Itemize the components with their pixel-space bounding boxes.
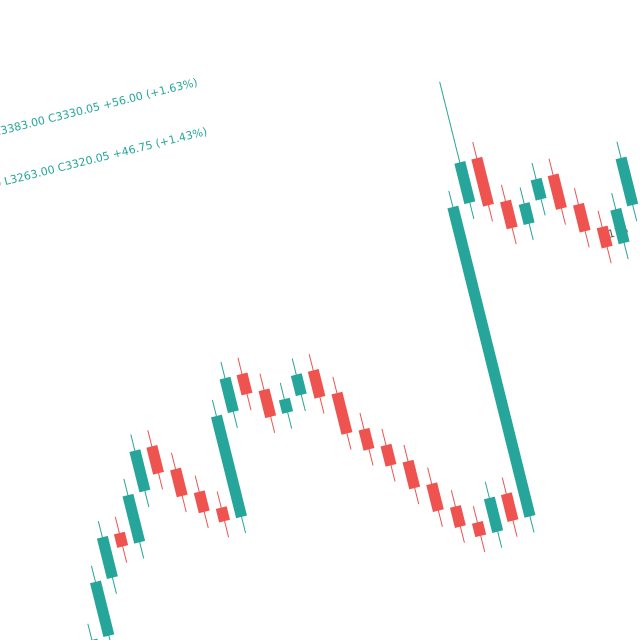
candle-body xyxy=(518,202,535,226)
candle-body xyxy=(530,177,547,201)
candle-body xyxy=(402,459,421,490)
candle-body xyxy=(483,496,504,533)
candle-body xyxy=(572,202,591,233)
candle-body xyxy=(129,449,151,493)
candle-body xyxy=(278,397,294,414)
candle-body xyxy=(500,492,519,522)
candle-body xyxy=(236,372,253,396)
candle-body xyxy=(615,156,639,207)
candle-body xyxy=(380,443,397,467)
candle-body xyxy=(210,414,247,519)
candle-body xyxy=(447,205,536,518)
candle-body xyxy=(258,388,277,419)
candle-body xyxy=(547,173,567,210)
candle-body xyxy=(471,521,487,538)
candle-body xyxy=(170,467,188,498)
candle-body xyxy=(500,199,518,230)
candle-body xyxy=(307,369,326,399)
candle-body xyxy=(146,445,164,475)
candle-body xyxy=(454,161,476,205)
candle-wick xyxy=(87,623,109,640)
candle-body xyxy=(193,490,210,514)
candle-body xyxy=(610,207,630,245)
candle-body xyxy=(113,531,129,548)
candle-body xyxy=(122,493,146,544)
candle-body xyxy=(426,482,444,513)
candle-body xyxy=(90,580,115,638)
candle-body xyxy=(358,427,375,451)
candle-body xyxy=(96,535,118,580)
candle-body xyxy=(219,376,239,414)
candle-body xyxy=(449,505,466,528)
candle-body xyxy=(331,391,353,435)
candle-body xyxy=(596,225,613,249)
candle-body xyxy=(290,373,307,397)
ohlc-header: H3332.00 L3263.00 C3320.05 +46.75 (+1.43… xyxy=(0,125,209,202)
candle-body xyxy=(471,156,494,207)
candle-body xyxy=(215,506,231,523)
